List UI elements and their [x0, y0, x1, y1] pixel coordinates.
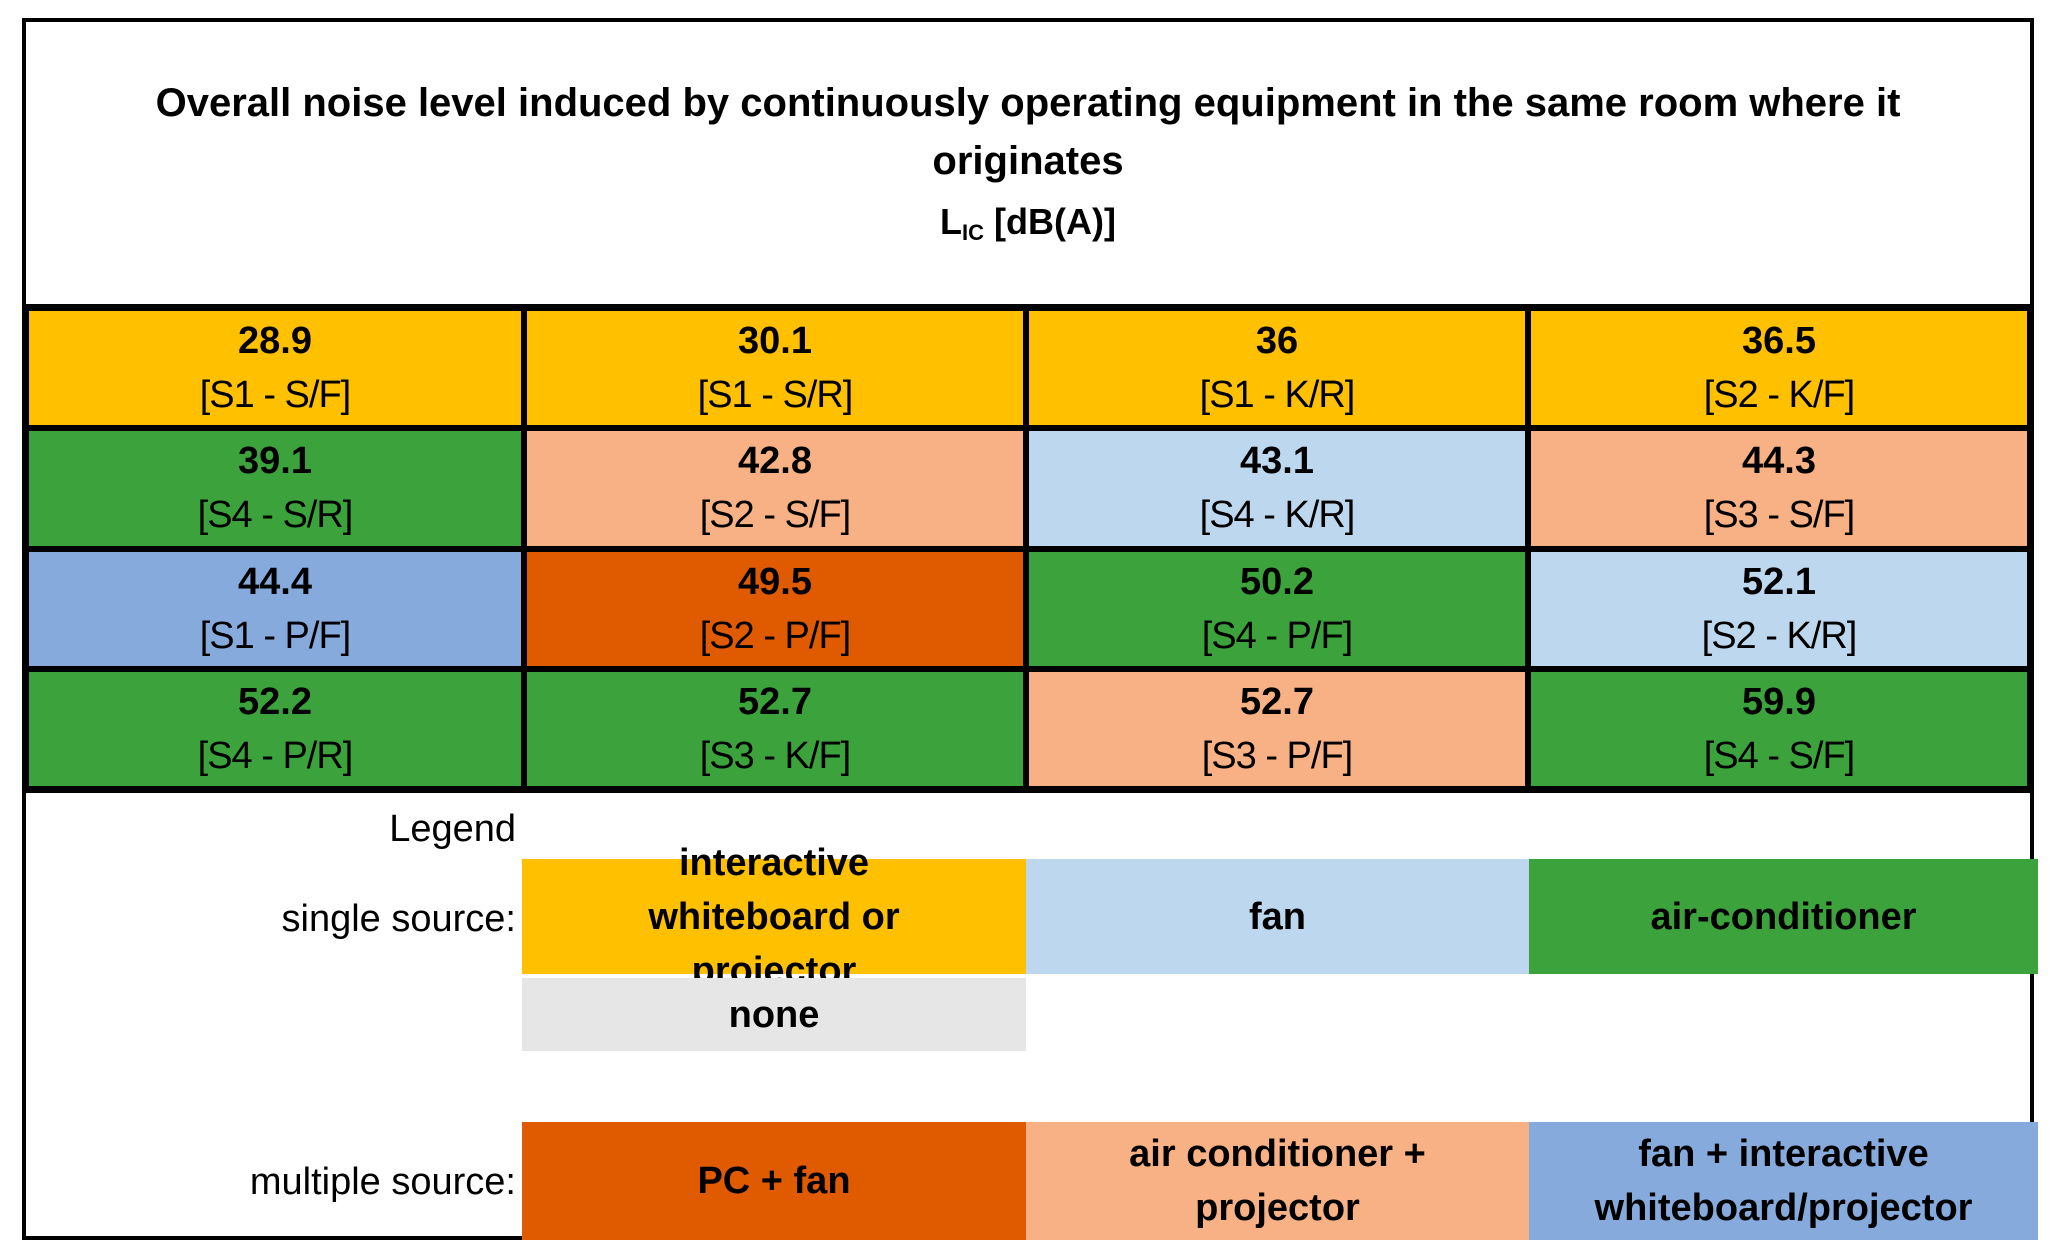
unit-subscript: IC [962, 220, 985, 245]
table-cell: 36.5 [S2 - K/F] [1528, 308, 2030, 429]
cell-value: 49.5 [738, 560, 812, 603]
table-cell: 42.8 [S2 - S/F] [524, 428, 1026, 549]
table-cell: 52.7 [S3 - K/F] [524, 668, 1026, 789]
table-cell: 44.3 [S3 - S/F] [1528, 428, 2030, 549]
cell-label: [S4 - K/R] [1199, 494, 1356, 537]
cell-label: [S3 - K/F] [699, 734, 851, 777]
cell-value: 52.1 [1742, 560, 1816, 603]
legend-multiple-label: multiple source: [249, 1161, 516, 1203]
cell-value: 28.9 [238, 320, 312, 363]
cell-value: 52.7 [1240, 680, 1314, 723]
legend-swatch-label: PC + fan [697, 1160, 851, 1202]
legend-swatch-label: fan + interactive whiteboard/projector [1594, 1133, 1973, 1229]
cell-value: 52.2 [238, 680, 312, 723]
legend-swatch-none: none [522, 978, 1026, 1051]
cell-value: 52.7 [738, 680, 812, 723]
cell-label: [S4 - S/F] [1703, 734, 1855, 777]
unit-suffix: [dB(A)] [984, 201, 1116, 242]
cell-label: [S2 - K/R] [1701, 614, 1858, 657]
legend-single-label: single source: [281, 898, 516, 940]
chart-title: Overall noise level induced by continuou… [155, 81, 1901, 183]
cell-label: [S2 - S/F] [699, 494, 851, 537]
table-cell: 43.1 [S4 - K/R] [1026, 428, 1528, 549]
table-cell: 52.2 [S4 - P/R] [26, 668, 524, 789]
cell-label: [S3 - S/F] [1703, 494, 1855, 537]
data-table: 28.9 [S1 - S/F] 30.1 [S1 - S/R] 36 [S1 - K/R]… [26, 304, 2030, 793]
cell-value: 42.8 [738, 440, 812, 483]
table-cell: 36 [S1 - K/R] [1026, 308, 1528, 429]
cell-value: 44.4 [238, 560, 312, 603]
title-block: Overall noise level induced by continuou… [26, 22, 2030, 309]
cell-value: 43.1 [1240, 440, 1314, 483]
cell-value: 39.1 [238, 440, 312, 483]
cell-label: [S1 - S/F] [199, 374, 351, 417]
legend-swatch-ac-projector: air conditioner + projector [1026, 1122, 1529, 1240]
cell-label: [S1 - K/R] [1199, 374, 1356, 417]
legend-swatch-whiteboard-projector: interactive whiteboard or projector [522, 842, 1026, 992]
cell-label: [S4 - P/F] [1201, 614, 1353, 657]
cell-label: [S2 - K/F] [1703, 374, 1855, 417]
cell-label: [S4 - P/R] [197, 734, 354, 777]
legend-swatch-label: air conditioner + projector [1129, 1133, 1426, 1229]
cell-label: [S1 - S/R] [697, 374, 854, 417]
legend-swatch-label: none [728, 993, 820, 1036]
table-cell: 52.1 [S2 - K/R] [1528, 548, 2030, 669]
cell-value: 44.3 [1742, 440, 1816, 483]
table-cell: 52.7 [S3 - P/F] [1026, 668, 1528, 789]
legend-swatch-fan: fan [1026, 859, 1529, 974]
table-cell: 44.4 [S1 - P/F] [26, 548, 524, 669]
legend-swatch-label: fan [1249, 895, 1306, 938]
legend-swatch-air-conditioner: air-conditioner [1529, 859, 2038, 974]
legend-swatch-label: interactive whiteboard or projector [648, 841, 900, 992]
unit-label: LIC [dB(A)] [26, 200, 2030, 255]
cell-value: 30.1 [738, 320, 812, 363]
cell-value: 36.5 [1742, 320, 1816, 363]
cell-value: 59.9 [1742, 680, 1816, 723]
table-cell: 28.9 [S1 - S/F] [26, 308, 524, 429]
cell-label: [S1 - P/F] [199, 614, 351, 657]
unit-symbol: L [940, 201, 963, 242]
cell-label: [S2 - P/F] [699, 614, 851, 657]
cell-label: [S4 - S/R] [197, 494, 354, 537]
table-cell: 39.1 [S4 - S/R] [26, 428, 524, 549]
cell-value: 50.2 [1240, 560, 1314, 603]
table-cell: 49.5 [S2 - P/F] [524, 548, 1026, 669]
legend-heading: Legend [389, 808, 516, 850]
table-cell: 59.9 [S4 - S/F] [1528, 668, 2030, 789]
legend-swatch-label: air-conditioner [1650, 895, 1917, 938]
cell-value: 36 [1255, 320, 1299, 363]
table-cell: 30.1 [S1 - S/R] [524, 308, 1026, 429]
cell-label: [S3 - P/F] [1201, 734, 1353, 777]
figure-frame: Overall noise level induced by continuou… [22, 18, 2038, 1240]
legend-swatch-fan-whiteboard-projector: fan + interactive whiteboard/projector [1529, 1122, 2038, 1240]
table-cell: 50.2 [S4 - P/F] [1026, 548, 1528, 669]
legend-swatch-pc-fan: PC + fan [522, 1122, 1026, 1240]
